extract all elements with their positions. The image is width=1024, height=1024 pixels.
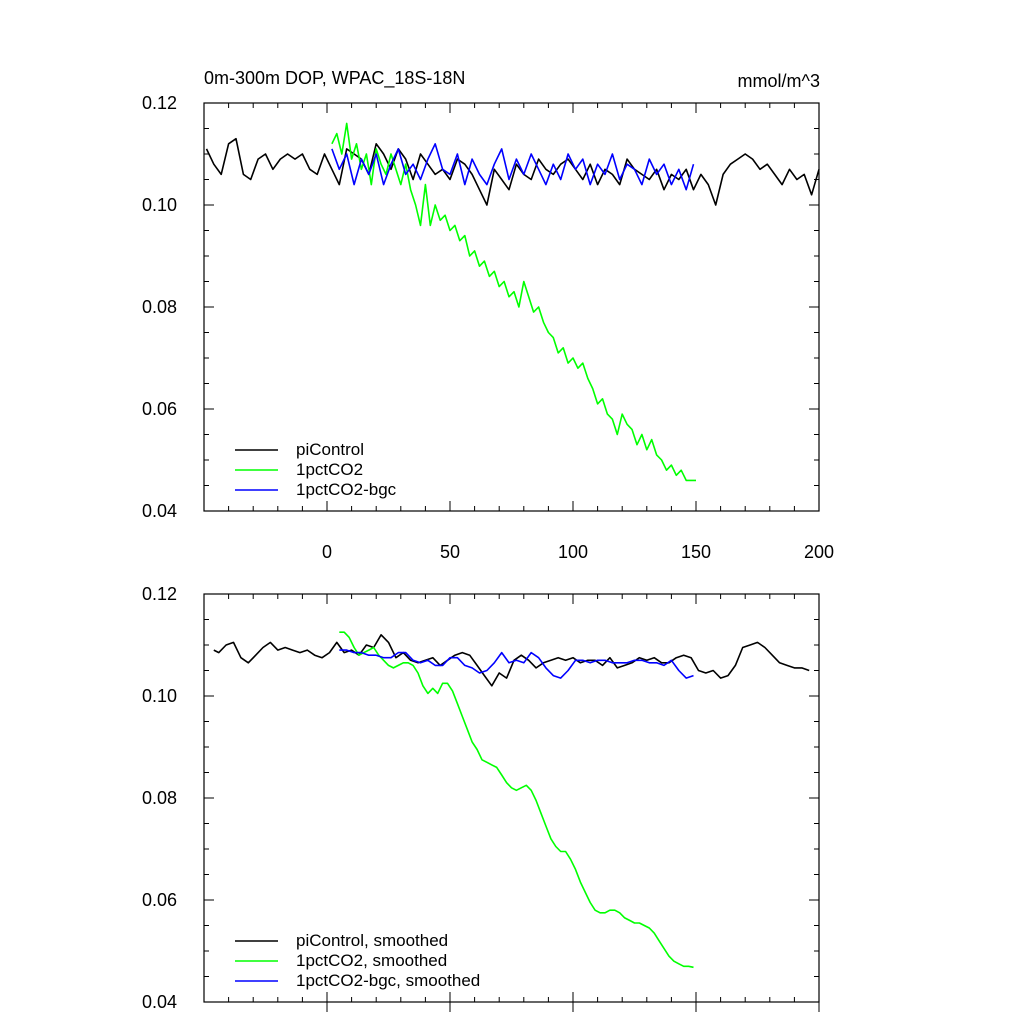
units-label: mmol/m^3	[738, 71, 820, 91]
bottom-ticks: 0.04 0.06 0.08 0.10 0.12	[142, 584, 820, 1012]
x-tick-label: 200	[804, 542, 834, 562]
y-tick-label: 0.08	[142, 788, 177, 808]
y-tick-label: 0.08	[142, 297, 177, 317]
legend-label: piControl	[296, 440, 364, 459]
y-tick-label: 0.12	[142, 584, 177, 604]
y-tick-label: 0.06	[142, 890, 177, 910]
bottom-series-lines	[213, 631, 810, 969]
top-plot-frame	[203, 102, 820, 512]
bottom-plot-frame	[203, 593, 820, 1003]
y-tick-label: 0.06	[142, 399, 177, 419]
legend-label: piControl, smoothed	[296, 931, 448, 950]
legend-label: 1pctCO2-bgc	[296, 480, 397, 499]
legend-label: 1pctCO2	[296, 460, 363, 479]
x-tick-label: 50	[440, 542, 460, 562]
bottom-panel: 0.04 0.06 0.08 0.10 0.12 piControl, smoothed…	[142, 584, 820, 1012]
series-line-picontrol	[205, 137, 820, 206]
y-tick-label: 0.12	[142, 93, 177, 113]
series-line-1pctco2	[339, 631, 694, 969]
legend-label: 1pctCO2-bgc, smoothed	[296, 971, 480, 990]
y-tick-label: 0.10	[142, 686, 177, 706]
top-ticks: 0 50 100 150 200 0.04 0.06 0.08 0.10 0.12	[142, 93, 834, 562]
top-panel: 0m-300m DOP, WPAC_18S-18N mmol/m^3 0 50 10…	[142, 68, 834, 562]
y-tick-label: 0.10	[142, 195, 177, 215]
legend-label: 1pctCO2, smoothed	[296, 951, 447, 970]
top-series-lines	[205, 122, 820, 482]
x-tick-label: 0	[322, 542, 332, 562]
x-tick-label: 150	[681, 542, 711, 562]
series-line-1pctco2-bgc	[339, 649, 694, 679]
y-tick-label: 0.04	[142, 501, 177, 521]
series-line-1pctco2-bgc	[331, 143, 695, 191]
x-tick-label: 100	[558, 542, 588, 562]
series-line-picontrol	[213, 633, 810, 687]
y-tick-label: 0.04	[142, 992, 177, 1012]
panel-title: 0m-300m DOP, WPAC_18S-18N	[204, 68, 465, 89]
